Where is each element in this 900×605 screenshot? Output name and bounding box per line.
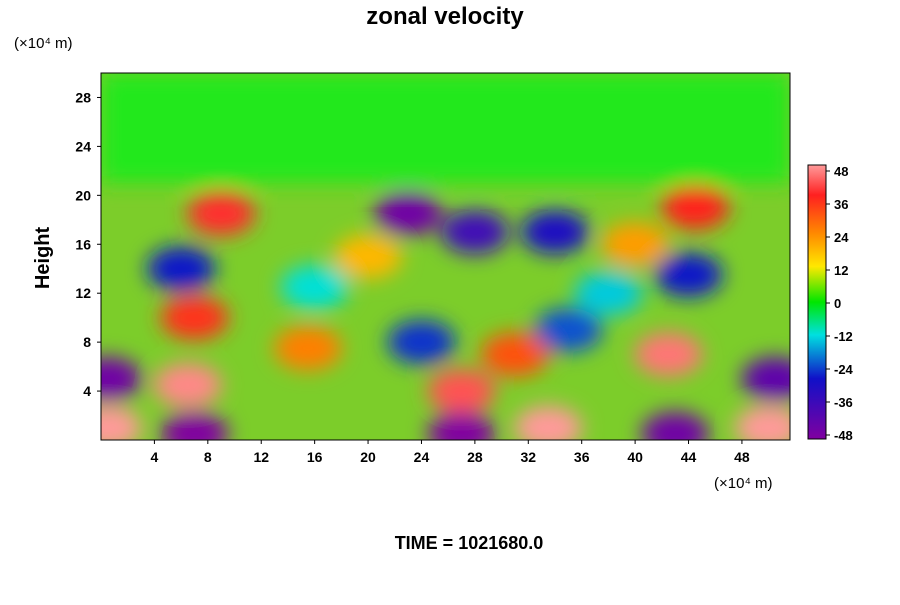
x-tick-label: 24 xyxy=(414,449,430,465)
field-feature xyxy=(514,405,583,440)
colorbar-tick-label: -12 xyxy=(834,329,853,344)
field-feature xyxy=(741,356,790,401)
y-axis-ticks: 4 8 12 16 20 24 28 xyxy=(75,89,101,399)
field-feature xyxy=(734,405,790,440)
plot-area xyxy=(101,73,790,440)
field-feature xyxy=(160,411,229,440)
x-tick-label: 4 xyxy=(151,449,159,465)
x-tick-label: 28 xyxy=(467,449,483,465)
y-axis-label: Height xyxy=(32,227,54,290)
y-tick-label: 28 xyxy=(75,89,91,105)
x-tick-label: 44 xyxy=(681,449,697,465)
field-feature xyxy=(661,185,730,230)
colorbar-tick-label: 12 xyxy=(834,263,848,278)
x-axis-unit: (×10⁴ m) xyxy=(714,475,773,492)
colorbar-tick-label: 24 xyxy=(834,230,849,245)
field-feature xyxy=(273,326,342,371)
y-tick-label: 12 xyxy=(75,285,91,301)
colorbar-ticks: 48 36 24 12 0 -12 -24 -36 -48 xyxy=(826,164,854,443)
x-tick-label: 32 xyxy=(520,449,536,465)
field-feature xyxy=(534,307,603,352)
field-feature xyxy=(520,210,589,255)
colorbar-tick-label: -36 xyxy=(834,395,853,410)
y-tick-label: 16 xyxy=(75,236,91,252)
time-label: TIME = 1021680.0 xyxy=(395,533,544,553)
field-feature xyxy=(427,411,496,440)
field-feature xyxy=(480,332,549,377)
field-feature xyxy=(427,369,496,414)
field-feature xyxy=(334,234,403,279)
x-tick-label: 20 xyxy=(360,449,376,465)
x-tick-label: 16 xyxy=(307,449,323,465)
field-feature xyxy=(101,356,142,401)
x-tick-label: 8 xyxy=(204,449,212,465)
y-tick-label: 8 xyxy=(83,334,91,350)
colorbar-tick-label: -24 xyxy=(834,362,854,377)
colorbar-tick-label: -48 xyxy=(834,428,853,443)
colorbar-tick-label: 0 xyxy=(834,296,841,311)
field-feature xyxy=(641,411,710,440)
field-feature xyxy=(187,191,256,236)
field-feature xyxy=(634,332,703,377)
field-feature xyxy=(601,222,670,267)
chart-title: zonal velocity xyxy=(366,3,524,30)
x-axis-ticks: 4 8 12 16 20 24 28 32 36 40 44 48 xyxy=(151,440,750,465)
field-feature xyxy=(654,252,723,297)
x-tick-label: 12 xyxy=(253,449,269,465)
field-feature xyxy=(387,320,456,365)
colorbar-tick-label: 48 xyxy=(834,164,848,179)
field-feature xyxy=(147,246,216,291)
velocity-field xyxy=(101,73,790,440)
y-axis-unit: (×10⁴ m) xyxy=(14,35,73,52)
x-tick-label: 36 xyxy=(574,449,590,465)
field-feature xyxy=(374,191,443,236)
field-feature xyxy=(574,271,643,316)
plot-frame xyxy=(100,72,791,441)
field-feature xyxy=(101,405,142,440)
colorbar-tick-label: 36 xyxy=(834,197,848,212)
field-feature xyxy=(280,265,349,310)
x-tick-label: 40 xyxy=(627,449,643,465)
field-feature xyxy=(153,362,222,407)
x-tick-label: 48 xyxy=(734,449,750,465)
colorbar xyxy=(807,164,827,440)
field-feature xyxy=(160,295,229,340)
field-feature xyxy=(440,210,509,255)
y-tick-label: 4 xyxy=(83,383,91,399)
y-tick-label: 24 xyxy=(75,138,91,154)
y-tick-label: 20 xyxy=(75,187,91,203)
upper-layer xyxy=(101,73,790,184)
